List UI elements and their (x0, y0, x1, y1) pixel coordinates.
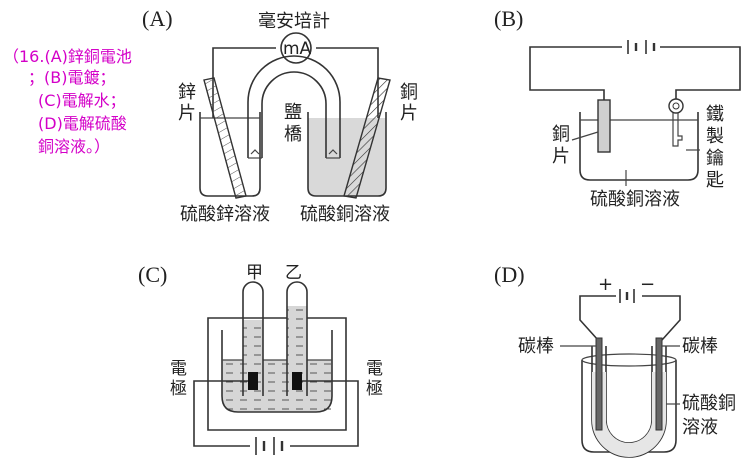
note-line-1: （16.(A)鋅銅電池 (3, 47, 132, 66)
copper-b-label-1: 銅 (552, 124, 570, 145)
electrode-c-right (292, 372, 302, 390)
note-line-4: (D)電解硫酸 (38, 114, 127, 133)
solution-d (592, 372, 666, 457)
note-line-3: (C)電解水； (38, 91, 126, 110)
wire-c-right (290, 380, 359, 447)
salt-bridge-label-1: 鹽 (284, 102, 302, 123)
vessel-c (221, 330, 333, 413)
panel-b: (B) 銅 片 鐵 製 鑰 匙 硫酸銅溶液 (494, 6, 741, 210)
salt-bridge-inner (261, 71, 327, 158)
tube-label-yi: 乙 (285, 263, 302, 283)
panel-a-title: 毫安培計 (258, 11, 330, 32)
copper-strip-b (597, 99, 611, 153)
solution-d-label-2: 溶液 (682, 417, 718, 438)
electrode-c-right-label-2: 極 (366, 379, 383, 399)
electrode-c-left (248, 372, 258, 390)
key-label-2: 製 (706, 126, 724, 147)
tube-label-jia: 甲 (246, 263, 263, 283)
panel-a-label: (A) (142, 6, 173, 31)
electrode-c-right-label-1: 電 (366, 359, 383, 379)
zinc-plate (203, 77, 247, 199)
key-label-4: 匙 (706, 170, 724, 191)
electrode-c-left-label-1: 電 (170, 359, 187, 379)
wire-c-left (193, 380, 250, 447)
zinc-sulfate-label: 硫酸鋅溶液 (180, 204, 270, 225)
salt-bridge-outer (247, 55, 341, 158)
answer-note: （16.(A)鋅銅電池 ；(B)電鍍； (C)電解水； (D)電解硫酸 銅溶液。… (3, 47, 132, 156)
iron-key-shaft (672, 113, 683, 147)
wire-b-left (529, 46, 622, 100)
minus-sign: − (640, 274, 655, 295)
tube-yi (286, 281, 308, 396)
wire-b-right (660, 46, 741, 104)
key-label-3: 鑰 (706, 148, 724, 169)
panel-c-label: (C) (138, 262, 167, 287)
carbon-rod-right (655, 337, 663, 431)
zinc-label-2: 片 (178, 103, 196, 124)
wire-d-right (642, 295, 681, 341)
copper-label-1: 銅 (400, 82, 418, 103)
solution-d-label-1: 硫酸銅 (682, 393, 736, 414)
u-tube-inner (605, 346, 653, 444)
panel-d: (D) + − 碳棒 碳棒 硫酸銅 溶液 (494, 262, 736, 458)
beaker-b (579, 112, 699, 181)
zinc-label-1: 鋅 (178, 82, 196, 103)
panel-a: (A) 毫安培計 mA 鋅 片 銅 片 鹽 橋 硫酸鋅溶液 硫酸銅溶液 (142, 6, 418, 225)
carbon-rod-right-label: 碳棒 (682, 336, 718, 357)
beaker-a-left (199, 112, 261, 197)
plus-sign: + (598, 274, 613, 295)
copper-sulfate-label: 硫酸銅溶液 (300, 204, 390, 225)
note-line-2: ；(B)電鍍； (28, 68, 115, 87)
copper-label-2: 片 (400, 103, 418, 124)
salt-bridge-label-2: 橋 (284, 124, 302, 145)
carbon-rod-left (595, 337, 603, 431)
carbon-rod-left-label: 碳棒 (518, 336, 554, 357)
copper-plate (343, 77, 391, 199)
panel-b-label: (B) (494, 6, 523, 31)
wire-d-left (579, 295, 616, 341)
solution-b-label: 硫酸銅溶液 (590, 189, 680, 210)
panel-d-label: (D) (494, 262, 525, 287)
key-label-1: 鐵 (706, 104, 724, 125)
tube-jia (242, 281, 264, 396)
note-line-5: 銅溶液。） (38, 137, 110, 156)
electrode-c-left-label-2: 極 (170, 379, 187, 399)
meter-label: mA (283, 39, 312, 59)
copper-b-label-2: 片 (552, 146, 570, 167)
panel-c: (C) 甲 乙 電 極 電 極 (138, 262, 383, 455)
